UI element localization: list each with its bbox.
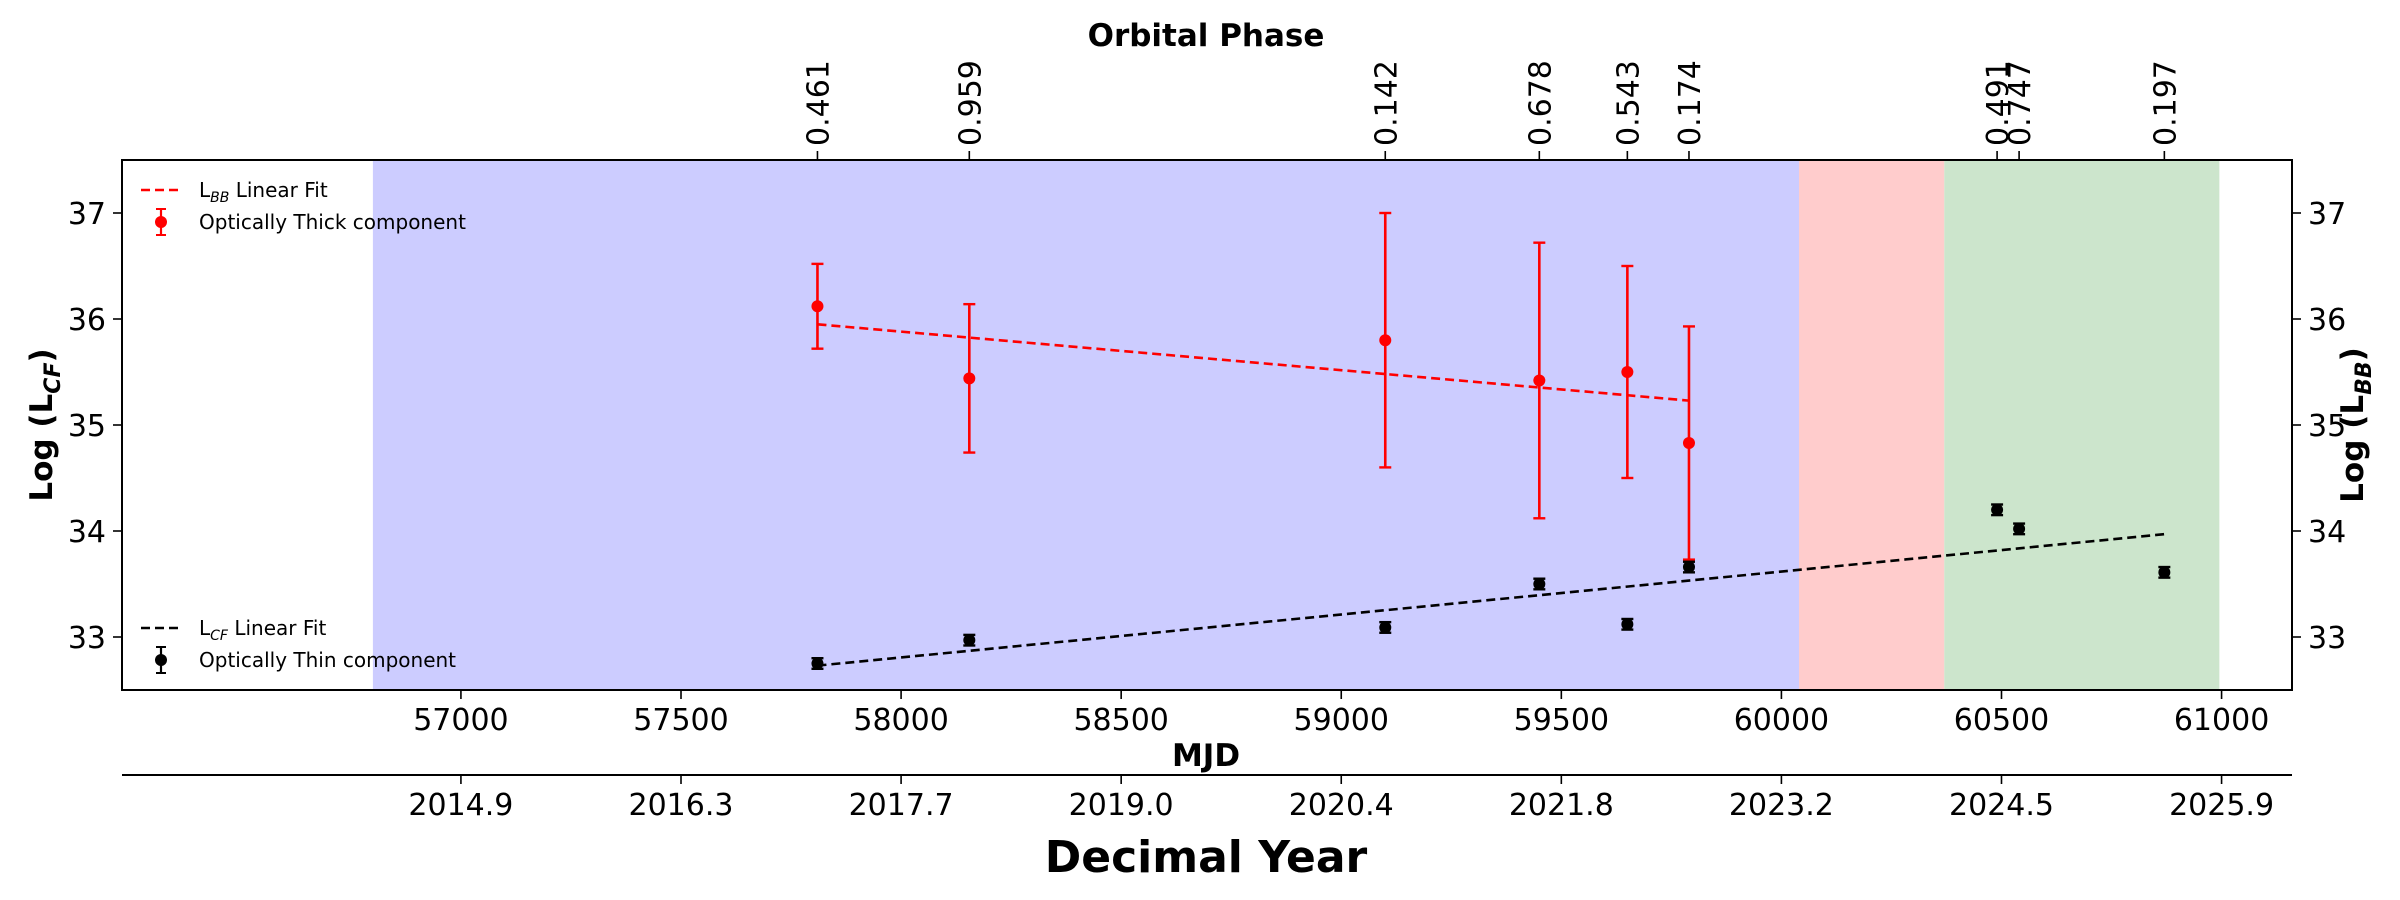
y-tick-label-right-0: 33: [2308, 621, 2346, 656]
y-tick-label-right-1: 34: [2308, 515, 2346, 550]
year-tick-label-8: 2025.9: [2169, 788, 2274, 823]
phase-tick-label-4: 0.543: [1611, 60, 1646, 146]
x-tick-label-8: 61000: [2174, 703, 2269, 738]
fit-line-1: [817, 532, 2165, 667]
phase-tick-label-1: 0.959: [953, 60, 988, 146]
x-tick-label-6: 60000: [1734, 703, 1829, 738]
series-0-point-5: [1682, 325, 1695, 561]
legend-label: LBB Linear Fit: [199, 178, 328, 206]
legend-label-rest: Linear Fit: [228, 616, 326, 640]
y-tick-label-left-2: 35: [68, 409, 106, 444]
legend-label: Optically Thick component: [199, 210, 466, 234]
series-0-point-2: [1379, 211, 1392, 469]
y-tick-label-right-2: 35: [2308, 409, 2346, 444]
y-tick-label-left-3: 36: [68, 303, 106, 338]
decimal-year-title: Decimal Year: [1045, 832, 1368, 883]
data-point: [1621, 366, 1634, 378]
series-1-point-4: [1621, 617, 1634, 631]
data-point: [2013, 522, 2026, 535]
series-0-point-0: [811, 262, 824, 350]
phase-tick-label-5: 0.174: [1673, 60, 1708, 146]
x-tick-label-5: 59500: [1514, 703, 1609, 738]
phase-tick-label-0: 0.461: [801, 60, 836, 146]
x-tick-label-4: 59000: [1294, 703, 1389, 738]
shaded-region-0: [372, 160, 1800, 690]
data-point: [1682, 437, 1695, 450]
year-tick-label-2: 2017.7: [849, 788, 954, 823]
data-point: [1379, 334, 1392, 347]
data-point: [1991, 503, 2004, 516]
legend-label-main: Optically Thin component: [199, 648, 456, 672]
data-point: [963, 634, 976, 647]
y-tick-label-right-4: 37: [2308, 197, 2346, 232]
legend-marker-swatch: [155, 654, 167, 666]
legend-1-entry-1: Optically Thin component: [155, 646, 456, 674]
shaded-region-1: [1799, 160, 1945, 690]
phase-tick-label-8: 0.197: [2148, 60, 2183, 146]
data-point: [811, 300, 824, 313]
series-0-point-4: [1621, 264, 1634, 480]
data-point: [811, 657, 824, 670]
shaded-region-2: [1944, 160, 2220, 690]
data-point: [1621, 618, 1634, 631]
data-point: [2158, 566, 2171, 579]
series-0-point-3: [1533, 241, 1546, 520]
year-tick-label-4: 2020.4: [1289, 788, 1394, 823]
x-tick-label-2: 58000: [853, 703, 948, 738]
orbital-phase-title: Orbital Phase: [1088, 18, 1325, 54]
fit-line-0: [817, 323, 1690, 402]
phase-tick-label-2: 0.142: [1369, 60, 1404, 146]
y-tick-label-left-1: 34: [68, 515, 106, 550]
y-tick-label-right-3: 36: [2308, 303, 2346, 338]
mjd-axis-label: MJD: [1172, 738, 1240, 774]
legend-label-sub: CF: [210, 628, 229, 644]
legend-label: Optically Thin component: [199, 648, 456, 672]
series-1-point-5: [1682, 560, 1695, 574]
data-point: [1682, 561, 1695, 574]
legend-label-rest: Linear Fit: [229, 178, 327, 202]
y-tick-label-left-4: 37: [68, 197, 106, 232]
legend-0-entry-0: LBB Linear Fit: [141, 178, 328, 206]
x-tick-label-1: 57500: [633, 703, 728, 738]
y-axis-left-title: Log (LCF): [24, 348, 66, 501]
data-point: [1379, 621, 1392, 634]
legend-0-entry-1: Optically Thick component: [155, 208, 466, 236]
data-point: [1533, 578, 1546, 590]
legend-label-main: L: [199, 178, 211, 202]
phase-tick-label-6: 0.491: [1981, 60, 2016, 146]
data-point: [1533, 374, 1546, 387]
year-tick-label-5: 2021.8: [1509, 788, 1614, 823]
series-1-point-6: [1991, 503, 2004, 517]
series-1-point-7: [2013, 522, 2026, 536]
phase-tick-label-3: 0.678: [1523, 60, 1558, 146]
year-tick-label-6: 2023.2: [1729, 788, 1834, 823]
series-1-point-0: [811, 657, 824, 670]
series-1-point-2: [1379, 620, 1392, 634]
year-tick-label-7: 2024.5: [1949, 788, 2054, 823]
x-tick-label-0: 57000: [413, 703, 508, 738]
phase-tick-label-7: 0.747: [2003, 60, 2038, 146]
series-0-point-1: [963, 302, 976, 454]
y-tick-label-left-0: 33: [68, 621, 106, 656]
year-tick-label-3: 2019.0: [1069, 788, 1174, 823]
legend-label-sub: BB: [210, 190, 229, 206]
legend-label-main: Optically Thick component: [199, 210, 466, 234]
x-tick-label-3: 58500: [1073, 703, 1168, 738]
legend-label: LCF Linear Fit: [199, 616, 326, 644]
legend-1-entry-0: LCF Linear Fit: [141, 616, 326, 644]
legend-marker-swatch: [155, 216, 167, 228]
series-1-point-8: [2158, 565, 2171, 579]
legend-label-main: L: [199, 616, 211, 640]
year-tick-label-0: 2014.9: [408, 788, 513, 823]
year-tick-label-1: 2016.3: [629, 788, 734, 823]
x-tick-label-7: 60500: [1954, 703, 2049, 738]
data-point: [963, 372, 976, 385]
series-1-point-1: [963, 633, 976, 647]
y-axis-right-title: Log (LBB): [2335, 347, 2377, 503]
series-1-point-3: [1533, 577, 1546, 591]
